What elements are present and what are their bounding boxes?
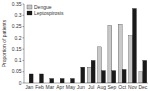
x-tick-label: Jul bbox=[88, 84, 94, 90]
bar bbox=[87, 67, 91, 83]
bar bbox=[122, 69, 126, 83]
y-tick-label: 0.2 bbox=[15, 35, 22, 41]
bar bbox=[60, 78, 64, 83]
bar bbox=[29, 74, 33, 83]
x-tick-label: Apr bbox=[56, 84, 64, 90]
x-tick-label: Jun bbox=[77, 84, 85, 90]
y-axis-line bbox=[24, 4, 25, 83]
x-tick-label: Sep bbox=[107, 84, 116, 90]
bar bbox=[118, 24, 122, 83]
y-tick-label: 0.3 bbox=[15, 12, 22, 18]
x-tick-label: Mar bbox=[46, 84, 55, 90]
y-tick-label: 0 bbox=[19, 80, 22, 86]
legend-item: Leptospirosis bbox=[27, 10, 64, 16]
bar bbox=[133, 9, 137, 83]
x-tick-label: Aug bbox=[97, 84, 106, 90]
bar bbox=[98, 47, 102, 83]
x-tick-label: Oct bbox=[118, 84, 126, 90]
bar bbox=[50, 78, 54, 83]
x-tick-label: May bbox=[66, 84, 76, 90]
chart-svg: 0 0.05 0.1 0.15 0.2 0.25 0.3 0.35 Proportion of … bbox=[0, 0, 150, 91]
bar bbox=[139, 72, 143, 83]
y-tick-label: 0.15 bbox=[12, 46, 22, 52]
bars bbox=[29, 9, 147, 83]
y-tick-label: 0.05 bbox=[12, 68, 22, 74]
x-tick-label: Feb bbox=[35, 84, 44, 90]
bar bbox=[143, 60, 147, 83]
y-tick-label: 0.1 bbox=[15, 57, 22, 63]
legend-label: Leptospirosis bbox=[34, 10, 64, 16]
bar bbox=[91, 60, 95, 83]
y-axis-label: Proportion of patients bbox=[1, 19, 7, 67]
y-tick-label: 0.35 bbox=[12, 1, 22, 7]
y-tick-label: 0.25 bbox=[12, 23, 22, 29]
chart-container: 0 0.05 0.1 0.15 0.2 0.25 0.3 0.35 Proportion of … bbox=[0, 0, 150, 91]
bar bbox=[40, 74, 44, 83]
legend-swatch bbox=[27, 11, 32, 15]
x-tick-label: Dec bbox=[138, 84, 147, 90]
x-tick-label: Jan bbox=[25, 84, 33, 90]
legend: DengueLeptospirosis bbox=[27, 4, 64, 16]
legend-swatch bbox=[27, 5, 32, 9]
bar bbox=[81, 67, 85, 83]
bar bbox=[102, 71, 106, 83]
bar bbox=[112, 71, 116, 83]
x-tick-label: Nov bbox=[128, 84, 137, 90]
bar bbox=[129, 36, 133, 83]
bar bbox=[108, 25, 112, 83]
bar bbox=[71, 78, 75, 83]
